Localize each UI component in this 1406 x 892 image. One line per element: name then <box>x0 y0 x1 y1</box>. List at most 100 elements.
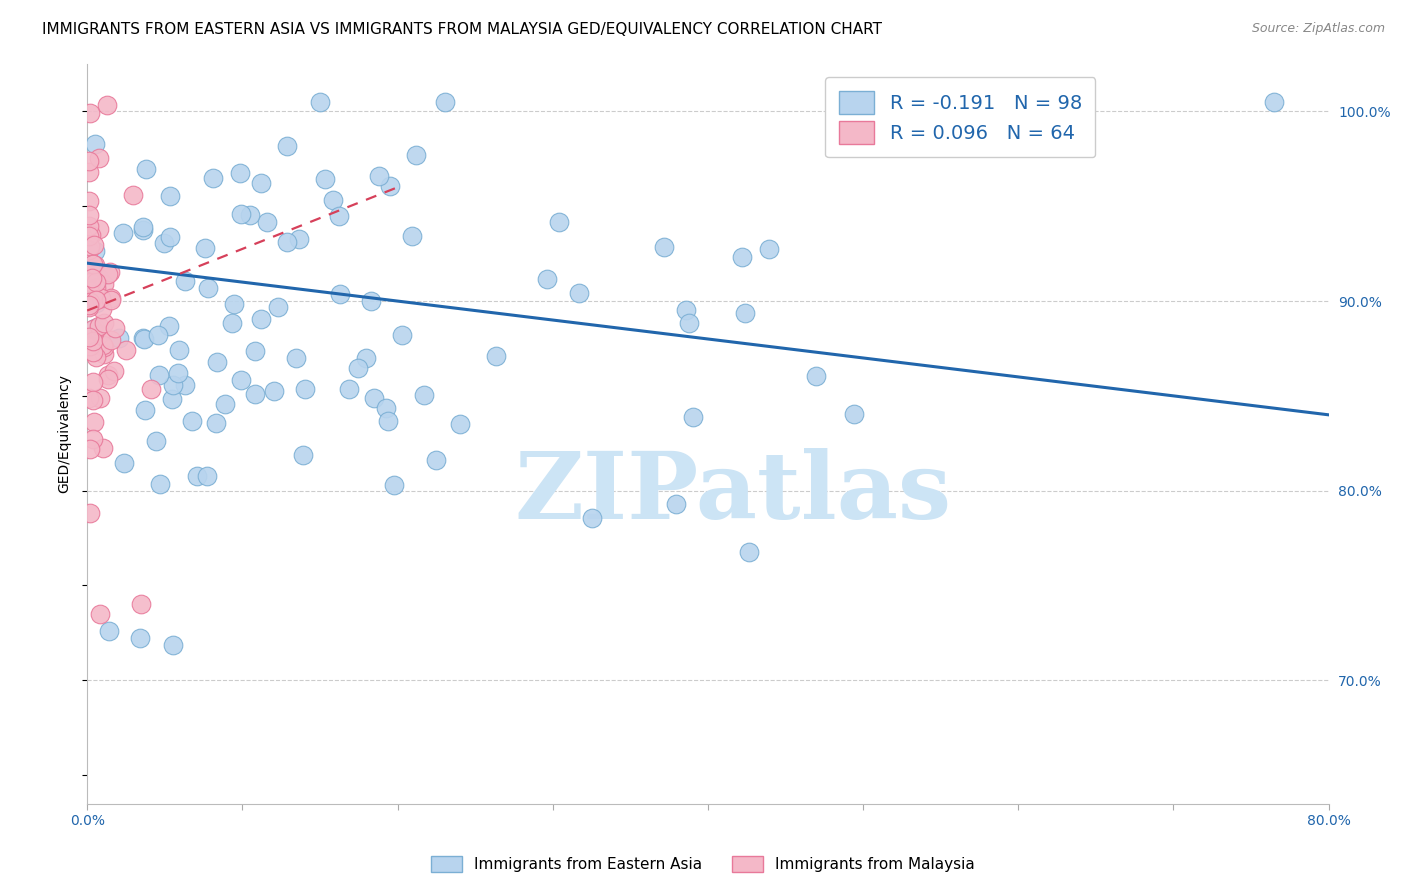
Point <box>93 340 115 354</box>
Point <box>134 403 156 417</box>
Point <box>329 287 352 301</box>
Point <box>84 296 107 310</box>
Point <box>82 334 104 349</box>
Point <box>159 319 181 334</box>
Point <box>93 316 115 330</box>
Point <box>79 165 101 179</box>
Point <box>96 98 118 112</box>
Point <box>758 242 780 256</box>
Point <box>249 311 271 326</box>
Point <box>84 275 107 289</box>
Point <box>98 265 121 279</box>
Legend: R = -0.191   N = 98, R = 0.096   N = 64: R = -0.191 N = 98, R = 0.096 N = 64 <box>825 78 1095 157</box>
Point <box>167 367 190 381</box>
Point <box>276 235 298 249</box>
Point <box>80 271 103 285</box>
Point <box>82 432 104 446</box>
Point <box>186 468 208 483</box>
Point <box>148 368 170 382</box>
Point <box>77 219 100 233</box>
Point <box>93 346 115 360</box>
Point <box>207 355 229 369</box>
Point <box>194 241 217 255</box>
Point <box>90 291 112 305</box>
Point <box>159 188 181 202</box>
Point <box>197 281 219 295</box>
Point <box>89 221 111 235</box>
Point <box>378 178 401 193</box>
Point <box>77 154 100 169</box>
Point <box>536 271 558 285</box>
Point <box>149 477 172 491</box>
Point <box>485 349 508 363</box>
Point <box>131 598 153 612</box>
Point <box>368 169 391 184</box>
Point <box>139 382 162 396</box>
Point <box>401 228 423 243</box>
Y-axis label: GED/Equivalency: GED/Equivalency <box>58 375 72 493</box>
Point <box>134 161 156 176</box>
Point <box>285 351 308 365</box>
Point <box>174 378 197 392</box>
Point <box>547 215 569 229</box>
Point <box>222 297 245 311</box>
Point <box>229 207 252 221</box>
Point <box>100 333 122 347</box>
Point <box>87 318 110 333</box>
Text: ZIPatlas: ZIPatlas <box>515 448 952 538</box>
Point <box>581 511 603 525</box>
Point <box>173 274 195 288</box>
Point <box>91 338 114 352</box>
Point <box>97 267 120 281</box>
Point <box>80 275 103 289</box>
Point <box>145 434 167 448</box>
Point <box>132 222 155 236</box>
Point <box>180 414 202 428</box>
Point <box>97 368 120 382</box>
Point <box>675 302 697 317</box>
Point <box>568 285 591 300</box>
Point <box>221 316 243 330</box>
Point <box>377 414 399 428</box>
Point <box>328 209 350 223</box>
Point <box>90 301 112 316</box>
Point <box>231 373 253 387</box>
Point <box>153 235 176 250</box>
Point <box>132 331 155 345</box>
Point <box>309 95 332 109</box>
Point <box>148 328 170 343</box>
Point <box>449 417 471 431</box>
Point <box>214 397 236 411</box>
Point <box>104 321 127 335</box>
Point <box>322 193 344 207</box>
Point <box>162 378 184 392</box>
Point <box>374 401 396 416</box>
Point <box>84 350 107 364</box>
Point <box>89 391 111 405</box>
Point <box>84 281 107 295</box>
Point <box>243 344 266 359</box>
Point <box>204 417 226 431</box>
Point <box>77 229 100 244</box>
Point <box>89 151 111 165</box>
Point <box>82 392 104 407</box>
Point <box>100 292 122 306</box>
Point <box>108 330 131 344</box>
Text: IMMIGRANTS FROM EASTERN ASIA VS IMMIGRANTS FROM MALAYSIA GED/EQUIVALENCY CORRELA: IMMIGRANTS FROM EASTERN ASIA VS IMMIGRAN… <box>42 22 882 37</box>
Point <box>97 372 120 386</box>
Point <box>434 95 457 109</box>
Point <box>134 333 156 347</box>
Legend: Immigrants from Eastern Asia, Immigrants from Malaysia: Immigrants from Eastern Asia, Immigrants… <box>423 848 983 880</box>
Point <box>256 215 278 229</box>
Point <box>160 392 183 407</box>
Point <box>354 351 377 365</box>
Point <box>91 442 114 456</box>
Point <box>804 368 827 383</box>
Point <box>228 166 250 180</box>
Point <box>87 271 110 285</box>
Point <box>80 275 103 289</box>
Point <box>1263 95 1285 109</box>
Point <box>842 407 865 421</box>
Point <box>82 375 104 389</box>
Point <box>292 448 315 462</box>
